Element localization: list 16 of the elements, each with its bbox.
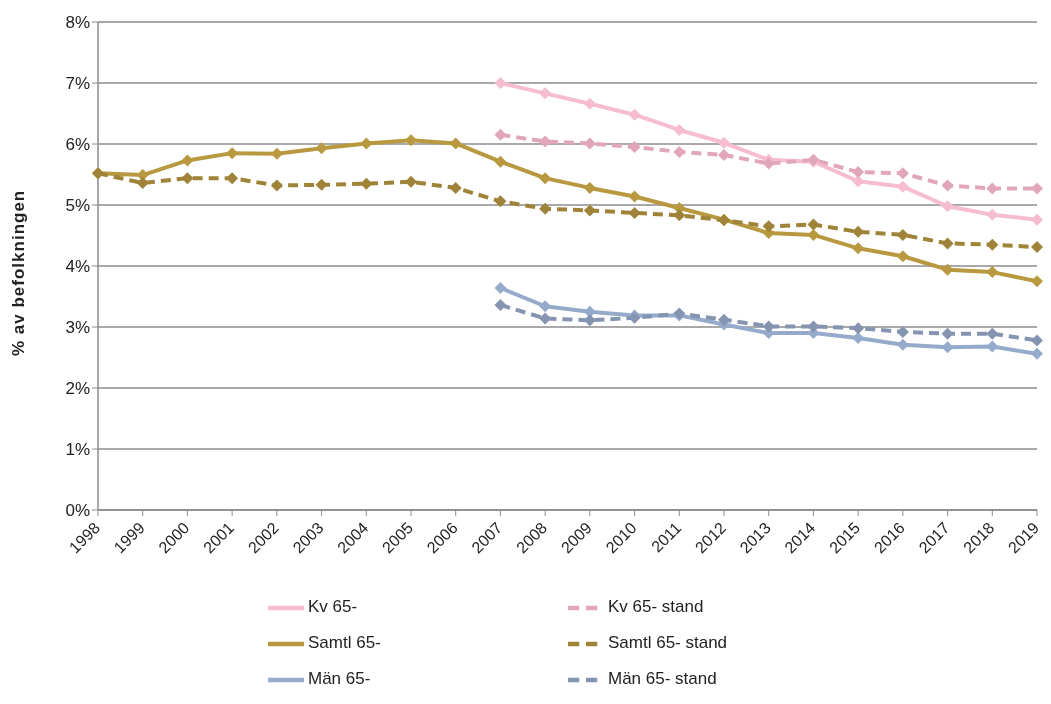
legend-label: Kv 65- stand [608,597,705,618]
y-tick-label: 7% [65,74,90,94]
legend-label: Samtl 65- [308,633,382,654]
y-tick-label: 1% [65,440,90,460]
y-tick-label: 0% [65,501,90,521]
y-tick-label: 2% [65,379,90,399]
y-tick-label: 8% [65,13,90,33]
legend-label: Män 65- [308,669,372,690]
y-axis-title: % av befolkningen [9,189,29,356]
y-tick-label: 3% [65,318,90,338]
legend-label: Samtl 65- stand [608,633,729,654]
legend-label: Kv 65- [308,597,359,618]
legend-label: Män 65- stand [608,669,718,690]
y-tick-label: 4% [65,257,90,277]
y-tick-label: 5% [65,196,90,216]
y-tick-label: 6% [65,135,90,155]
